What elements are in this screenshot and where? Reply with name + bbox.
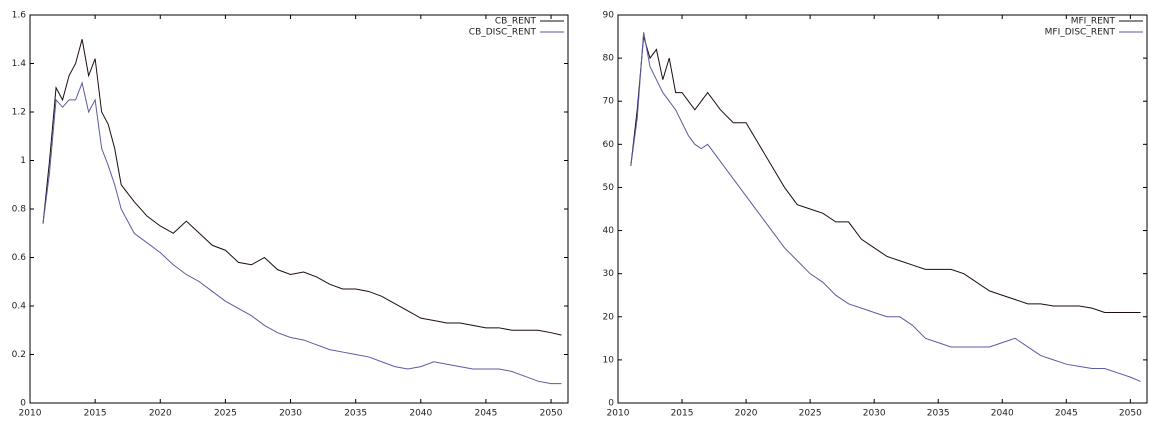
x-tick-label: 2020 — [735, 409, 758, 419]
legend-label: MFI_RENT — [1071, 17, 1116, 27]
series-line — [42, 39, 562, 336]
x-tick-label: 2040 — [991, 409, 1014, 419]
y-tick-label: 1.2 — [12, 108, 26, 118]
x-tick-label: 2020 — [149, 409, 172, 419]
y-tick-label: 0 — [608, 399, 614, 409]
legend-label: CB_DISC_RENT — [469, 28, 537, 38]
x-tick-label: 2050 — [1119, 409, 1142, 419]
y-tick-label: 40 — [603, 226, 615, 236]
y-tick-label: 0.4 — [12, 302, 27, 312]
series-line — [42, 81, 562, 385]
series-line — [630, 36, 1141, 313]
y-tick-label: 50 — [603, 183, 615, 193]
plot-frame — [617, 14, 1148, 404]
y-tick-label: 60 — [603, 140, 615, 150]
y-tick-label: 1 — [20, 156, 26, 166]
legend-label: CB_RENT — [495, 17, 537, 27]
y-tick-label: 80 — [603, 54, 615, 64]
y-tick-label: 0.2 — [12, 350, 26, 360]
x-tick-label: 2035 — [927, 409, 950, 419]
x-tick-label: 2015 — [671, 409, 694, 419]
x-tick-label: 2030 — [279, 409, 302, 419]
plot-frame — [29, 14, 569, 404]
y-tick-label: 70 — [603, 97, 615, 107]
x-tick-label: 2040 — [409, 409, 432, 419]
x-tick-label: 2030 — [863, 409, 886, 419]
series-line — [630, 32, 1141, 382]
x-tick-label: 2035 — [344, 409, 367, 419]
x-tick-label: 2010 — [19, 409, 42, 419]
y-tick-label: 1.4 — [12, 59, 27, 69]
y-tick-label: 1.6 — [12, 11, 27, 21]
y-tick-label: 20 — [603, 312, 615, 322]
y-tick-label: 0 — [20, 399, 26, 409]
y-tick-label: 0.6 — [12, 253, 27, 263]
y-tick-label: 90 — [603, 11, 615, 21]
x-tick-label: 2010 — [607, 409, 630, 419]
x-tick-label: 2025 — [214, 409, 237, 419]
x-tick-label: 2045 — [474, 409, 497, 419]
x-tick-label: 2015 — [84, 409, 107, 419]
x-tick-label: 2050 — [540, 409, 563, 419]
legend-label: MFI_DISC_RENT — [1045, 28, 1116, 38]
y-tick-label: 10 — [603, 355, 615, 365]
x-tick-label: 2025 — [799, 409, 822, 419]
y-tick-label: 0.8 — [12, 205, 27, 215]
y-tick-label: 30 — [603, 269, 615, 279]
x-tick-label: 2045 — [1055, 409, 1078, 419]
